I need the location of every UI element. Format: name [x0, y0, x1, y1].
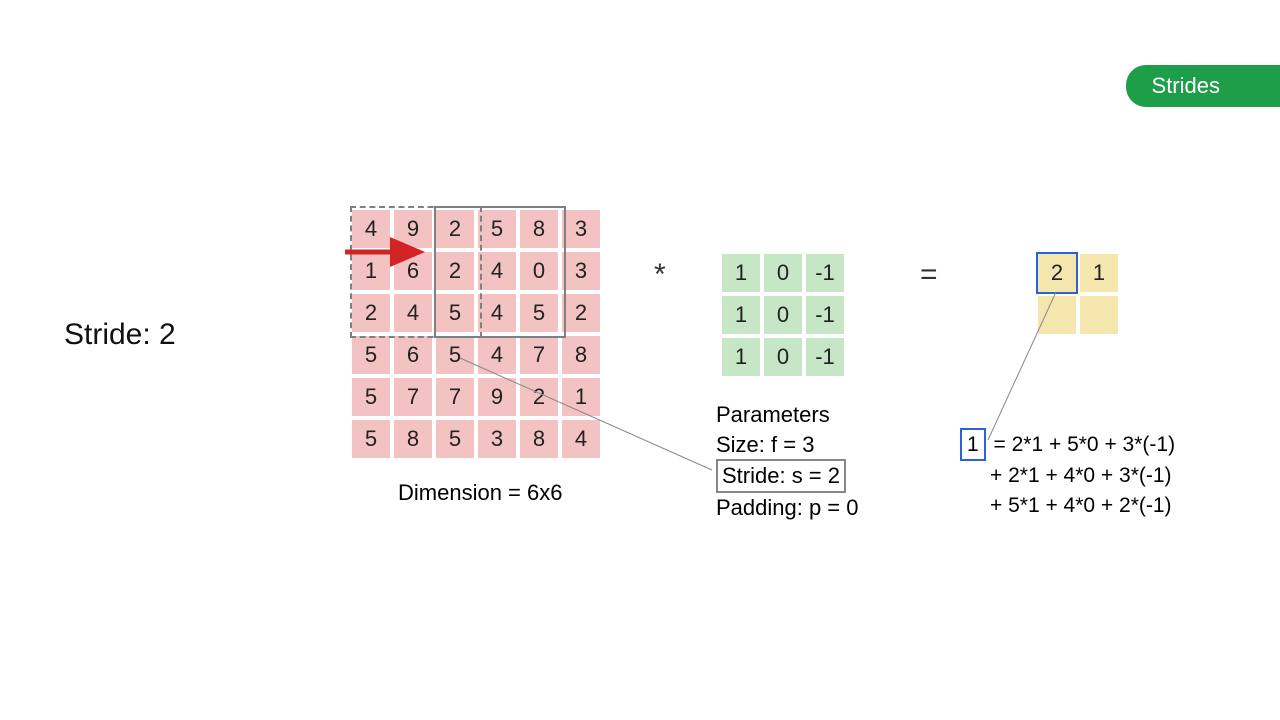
topic-badge: Strides — [1126, 65, 1280, 107]
input-cell: 8 — [394, 420, 432, 458]
input-cell: 8 — [520, 420, 558, 458]
kernel-cell: 0 — [764, 254, 802, 292]
current-window-box — [434, 206, 566, 338]
input-cell: 2 — [562, 294, 600, 332]
output-cell: 1 — [1080, 254, 1118, 292]
input-cell: 5 — [352, 378, 390, 416]
calc-line: 1 = 2*1 + 5*0 + 3*(-1) — [960, 428, 1175, 461]
input-cell: 5 — [352, 336, 390, 374]
input-cell: 7 — [394, 378, 432, 416]
input-cell: 3 — [562, 252, 600, 290]
parameters-title: Parameters — [716, 400, 859, 430]
calculation-block: 1 = 2*1 + 5*0 + 3*(-1)+ 2*1 + 4*0 + 3*(-… — [960, 428, 1175, 520]
convolution-operator: * — [654, 258, 666, 292]
input-cell: 7 — [436, 378, 474, 416]
equals-sign: = — [920, 258, 938, 292]
connector-lines — [0, 0, 1280, 720]
output-highlight-box — [1036, 252, 1078, 294]
topic-badge-text: Strides — [1152, 73, 1220, 98]
parameters-block: Parameters Size: f = 3Stride: s = 2Paddi… — [716, 400, 859, 523]
kernel-cell: 1 — [722, 338, 760, 376]
input-cell: 2 — [520, 378, 558, 416]
kernel-cell: -1 — [806, 296, 844, 334]
kernel-matrix: 10-110-110-1 — [722, 254, 844, 376]
input-cell: 3 — [478, 420, 516, 458]
input-cell: 5 — [436, 336, 474, 374]
input-cell: 5 — [436, 420, 474, 458]
kernel-cell: 1 — [722, 296, 760, 334]
calc-line: + 5*1 + 4*0 + 2*(-1) — [960, 491, 1175, 520]
kernel-cell: 0 — [764, 296, 802, 334]
stride-label: Stride: 2 — [64, 318, 176, 352]
output-cell — [1080, 296, 1118, 334]
parameter-line: Stride: s = 2 — [716, 459, 859, 493]
output-cell — [1038, 296, 1076, 334]
input-cell: 7 — [520, 336, 558, 374]
input-cell: 4 — [562, 420, 600, 458]
parameter-line: Padding: p = 0 — [716, 493, 859, 523]
kernel-cell: 0 — [764, 338, 802, 376]
kernel-cell: -1 — [806, 254, 844, 292]
input-cell: 5 — [352, 420, 390, 458]
calc-result-box: 1 — [960, 428, 986, 461]
dimension-label: Dimension = 6x6 — [398, 480, 562, 506]
input-cell: 9 — [478, 378, 516, 416]
input-cell: 1 — [562, 378, 600, 416]
input-cell: 4 — [478, 336, 516, 374]
input-cell: 3 — [562, 210, 600, 248]
kernel-cell: 1 — [722, 254, 760, 292]
parameter-line: Size: f = 3 — [716, 430, 859, 460]
kernel-cell: -1 — [806, 338, 844, 376]
input-cell: 6 — [394, 336, 432, 374]
input-cell: 8 — [562, 336, 600, 374]
calc-line: + 2*1 + 4*0 + 3*(-1) — [960, 461, 1175, 490]
